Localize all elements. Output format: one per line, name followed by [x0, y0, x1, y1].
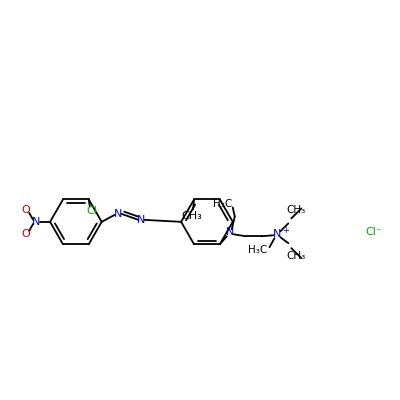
Text: CH₃: CH₃: [286, 251, 305, 261]
Text: Cl: Cl: [86, 206, 97, 216]
Text: N: N: [226, 227, 234, 237]
Text: H₃C: H₃C: [248, 245, 268, 255]
Text: N: N: [273, 229, 282, 239]
Text: N: N: [113, 209, 122, 219]
Text: O: O: [22, 229, 30, 239]
Text: CH₃: CH₃: [182, 211, 202, 221]
Text: CH₃: CH₃: [286, 206, 305, 216]
Text: Cl⁻: Cl⁻: [366, 227, 382, 237]
Text: H₃C: H₃C: [212, 200, 232, 210]
Text: O: O: [22, 205, 30, 215]
Text: +: +: [282, 226, 289, 235]
Text: N: N: [137, 215, 146, 225]
Text: N: N: [32, 217, 40, 227]
